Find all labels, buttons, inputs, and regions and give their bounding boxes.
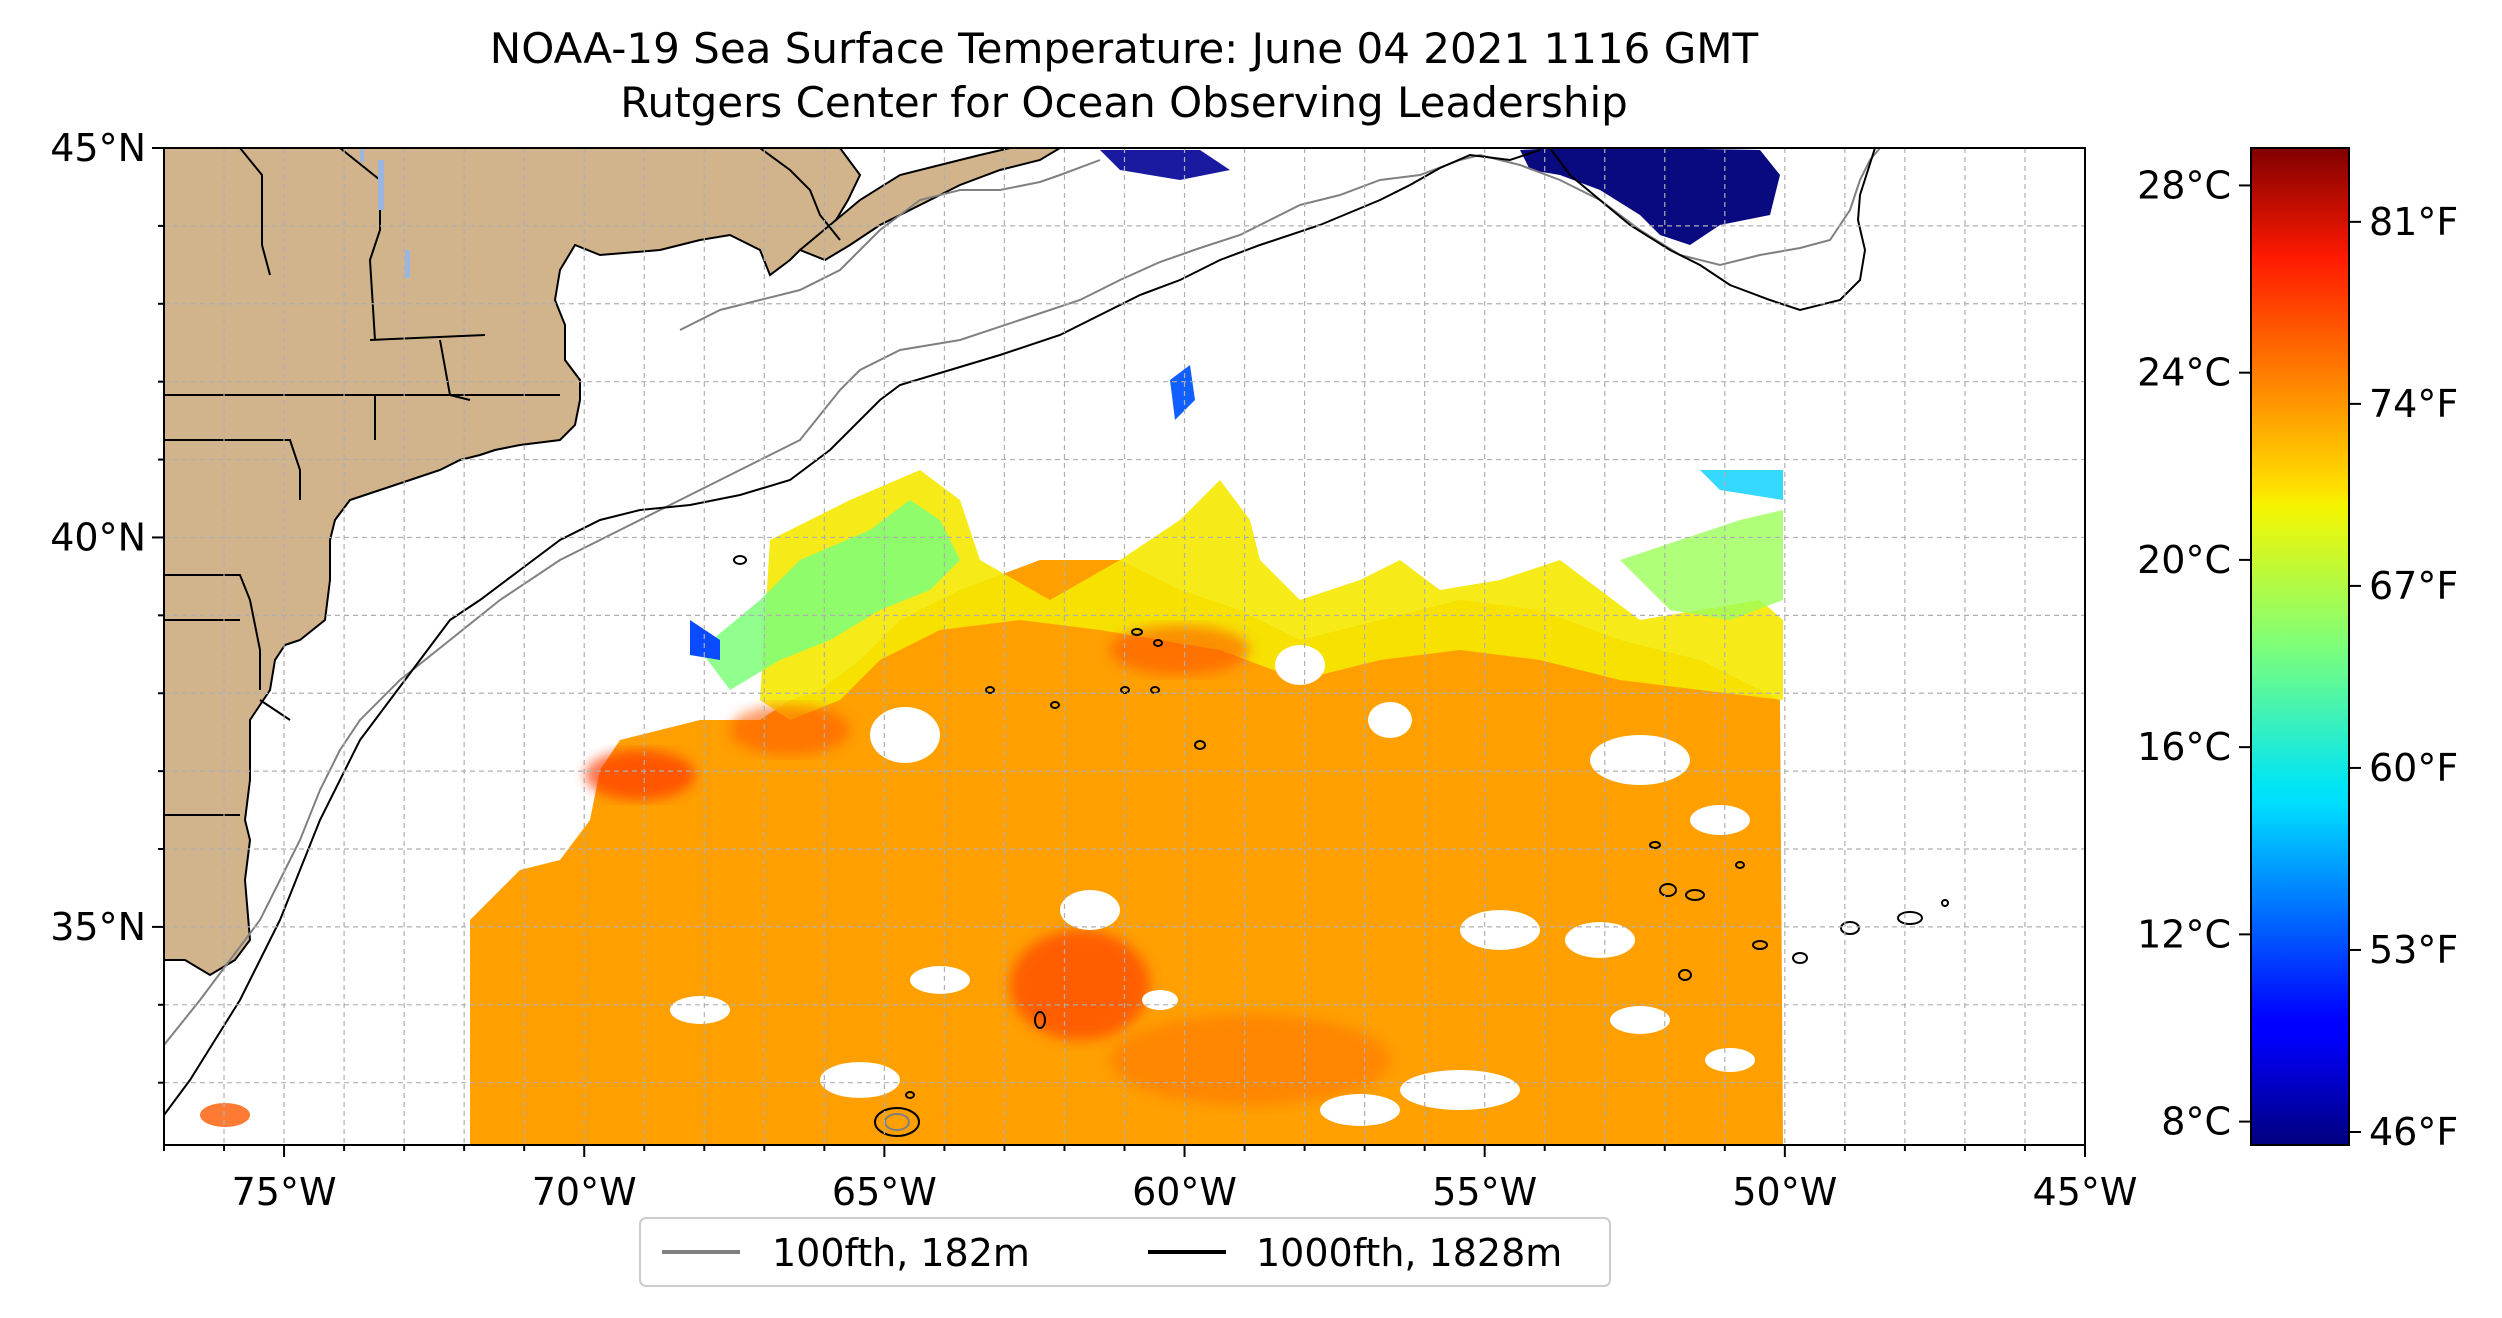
sst-cyan-strip-east — [1700, 470, 1783, 500]
title-line1: NOAA-19 Sea Surface Temperature: June 04… — [490, 24, 1759, 73]
fahrenheit-tick-label: 53°F — [2369, 928, 2458, 972]
fahrenheit-tick-label: 81°F — [2369, 200, 2458, 244]
graticule — [164, 148, 2085, 1145]
cloud-mask — [670, 645, 1755, 1126]
legend: 100fth, 182m 1000fth, 1828m — [639, 1217, 1611, 1287]
us-land-mass — [164, 148, 862, 977]
sst-dark-blue-northeast — [1520, 148, 1780, 245]
celsius-tick-label: 20°C — [2137, 538, 2231, 582]
fahrenheit-tick-label: 74°F — [2369, 382, 2458, 426]
lat-tick-label: 35°N — [50, 905, 146, 949]
sst-warm-patch-north — [1110, 625, 1250, 675]
state-borders — [164, 148, 560, 816]
title-line2: Rutgers Center for Ocean Observing Leade… — [620, 78, 1628, 127]
lon-tick-label: 55°W — [1432, 1170, 1537, 1214]
colorbar-ticks: 28°C 24°C 20°C 16°C 12°C 8°C 81°F 74°F 67°F 60°F 5… — [2137, 163, 2458, 1154]
celsius-tick-label: 16°C — [2137, 725, 2231, 769]
sst-blue-spot-2 — [690, 620, 720, 660]
celsius-tick-label: 24°C — [2137, 351, 2231, 395]
seamounts — [733, 555, 1949, 1137]
lon-tick-label: 45°W — [2033, 1170, 2138, 1214]
sst-dark-blue-bits — [1100, 150, 1230, 180]
sst-warm-patch-west — [585, 750, 695, 800]
legend-label-100fth: 100fth, 182m — [772, 1231, 1030, 1275]
map-area — [164, 148, 2085, 1145]
fahrenheit-tick-label: 60°F — [2369, 746, 2458, 790]
lon-tick-label: 75°W — [232, 1170, 337, 1214]
celsius-tick-label: 8°C — [2161, 1100, 2231, 1144]
celsius-tick-label: 12°C — [2137, 912, 2231, 956]
sst-green-fringe — [700, 500, 960, 690]
fahrenheit-tick-label: 67°F — [2369, 564, 2458, 608]
celsius-tick-label: 28°C — [2137, 163, 2231, 207]
sst-warm-patch-mid — [730, 705, 850, 755]
lon-tick-label: 60°W — [1132, 1170, 1237, 1214]
legend-box — [639, 1217, 1611, 1287]
sst-blue-spot — [1170, 365, 1195, 420]
lon-tick-label: 70°W — [532, 1170, 637, 1214]
sst-yellow-north — [760, 470, 1783, 720]
colorbar: 28°C 24°C 20°C 16°C 12°C 8°C 81°F 74°F 67°F 60°F 5… — [2137, 147, 2458, 1154]
fahrenheit-tick-label: 46°F — [2369, 1110, 2458, 1154]
isobath-100fth — [164, 148, 1881, 1046]
lat-tick-label: 40°N — [50, 515, 146, 559]
colorbar-gradient — [2250, 147, 2350, 1146]
inland-lakes — [360, 148, 410, 278]
lon-tick-label: 65°W — [832, 1170, 937, 1214]
legend-label-1000fth: 1000fth, 1828m — [1256, 1231, 1562, 1275]
lat-tick-label: 45°N — [50, 126, 146, 170]
lon-tick-label: 50°W — [1732, 1170, 1837, 1214]
land — [164, 148, 1062, 977]
map-axis-ticks: 75°W 70°W 65°W 60°W 55°W 50°W 45°W 45°N 40°N 35°N — [50, 126, 2137, 1214]
sst-speck-southwest-2 — [480, 1073, 510, 1117]
sst-speck-southwest — [200, 1103, 250, 1127]
sst-warm-patch-south — [1110, 1015, 1390, 1105]
sst-warm-eddy — [1010, 930, 1150, 1040]
nova-scotia — [798, 148, 1062, 262]
